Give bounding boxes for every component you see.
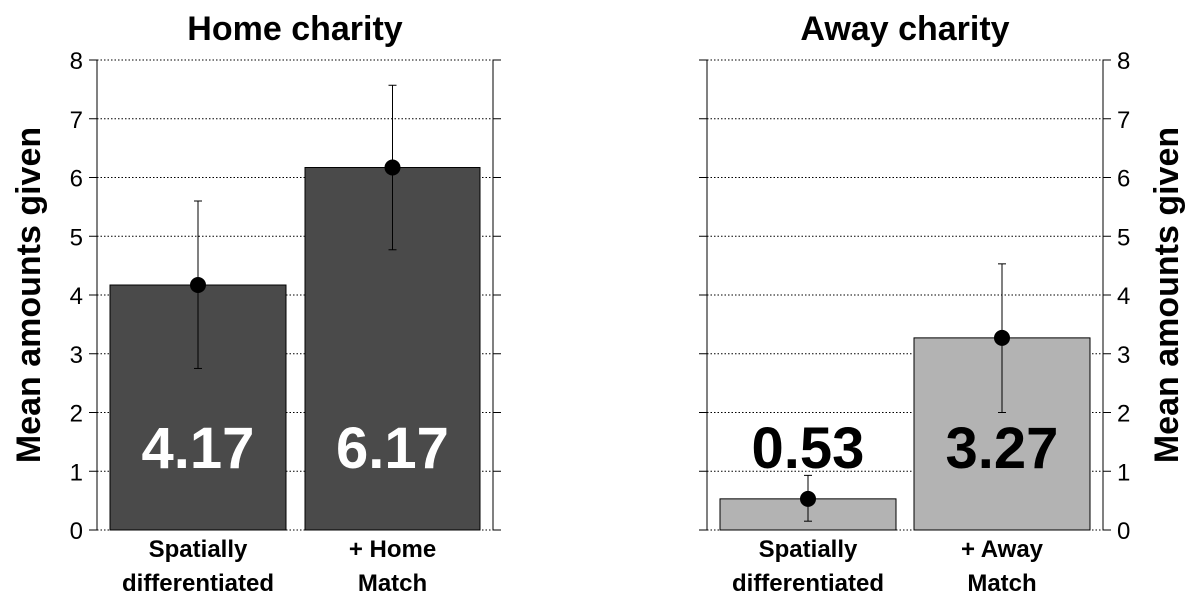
y-tick-label: 7 — [70, 107, 83, 134]
x-category-label: + Home — [349, 536, 436, 563]
y-tick-label: 4 — [70, 283, 83, 310]
y-tick-label: 8 — [70, 48, 83, 75]
y-tick-label: 1 — [1117, 459, 1130, 486]
y-tick-label: 2 — [70, 401, 83, 428]
x-category-label: differentiated — [732, 570, 884, 597]
x-category-label: Spatially — [149, 536, 248, 563]
y-tick-label: 8 — [1117, 48, 1130, 75]
mean-point — [800, 490, 816, 507]
mean-point — [994, 329, 1010, 346]
y-tick-label: 5 — [70, 224, 83, 251]
y-tick-label: 2 — [1117, 401, 1130, 428]
y-tick-label: 1 — [70, 459, 83, 486]
chart-title: Home charity — [187, 10, 402, 48]
data-label: 6.17 — [336, 416, 449, 481]
panel-home-charity: Home charity Mean amounts given 0 1 2 3 4 5 6 7 8 4… — [10, 10, 501, 597]
y-axis-label: Mean amounts given — [1148, 127, 1186, 463]
y-tick-label: 0 — [70, 518, 83, 545]
x-category-label: Match — [358, 570, 427, 597]
data-label: 0.53 — [752, 416, 865, 481]
y-tick-label: 4 — [1117, 283, 1130, 310]
y-tick-label: 6 — [70, 166, 83, 193]
x-category-label: differentiated — [122, 570, 274, 597]
x-category-label: Spatially — [759, 536, 858, 563]
y-tick-label: 3 — [1117, 342, 1130, 369]
y-tick-label: 5 — [1117, 224, 1130, 251]
mean-point — [190, 277, 206, 294]
y-tick-label: 6 — [1117, 166, 1130, 193]
chart-title: Away charity — [800, 10, 1009, 48]
mean-point — [384, 159, 401, 176]
y-tick-label: 0 — [1117, 518, 1130, 545]
data-label: 4.17 — [142, 416, 255, 481]
y-tick-label: 7 — [1117, 107, 1130, 134]
x-category-label: Match — [967, 570, 1036, 597]
y-tick-label: 3 — [70, 342, 83, 369]
data-label: 3.27 — [946, 416, 1059, 481]
y-axis-label: Mean amounts given — [10, 127, 48, 463]
x-category-label: + Away — [961, 536, 1044, 563]
panel-away-charity: Away charity Mean amounts given 0 1 2 3 4 5 6 7 8 0… — [699, 10, 1186, 597]
